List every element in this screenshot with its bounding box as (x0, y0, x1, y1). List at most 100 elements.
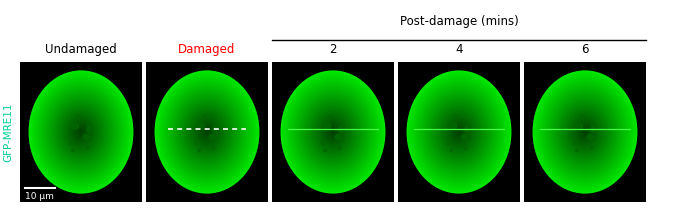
Ellipse shape (317, 114, 349, 151)
Ellipse shape (155, 70, 260, 194)
Ellipse shape (209, 134, 216, 140)
Ellipse shape (573, 141, 579, 146)
Ellipse shape (547, 87, 624, 177)
Ellipse shape (303, 97, 363, 167)
Ellipse shape (559, 101, 611, 163)
Ellipse shape (34, 77, 128, 188)
Ellipse shape (573, 118, 597, 146)
Ellipse shape (170, 89, 244, 175)
Ellipse shape (578, 124, 592, 140)
Ellipse shape (76, 126, 86, 138)
Ellipse shape (197, 149, 201, 152)
Ellipse shape (545, 85, 625, 179)
Ellipse shape (412, 77, 506, 188)
Ellipse shape (281, 70, 386, 194)
Ellipse shape (286, 77, 380, 188)
Ellipse shape (156, 72, 258, 192)
Ellipse shape (564, 107, 606, 157)
Ellipse shape (435, 103, 484, 161)
Ellipse shape (198, 122, 216, 142)
Ellipse shape (71, 149, 75, 152)
Ellipse shape (580, 114, 585, 119)
Ellipse shape (196, 122, 205, 130)
Text: Damaged: Damaged (178, 43, 236, 56)
Ellipse shape (69, 141, 75, 146)
Ellipse shape (165, 83, 249, 181)
Ellipse shape (177, 97, 237, 167)
Ellipse shape (291, 83, 375, 181)
Ellipse shape (452, 124, 466, 140)
Ellipse shape (407, 70, 512, 194)
Ellipse shape (443, 114, 475, 151)
Ellipse shape (426, 93, 492, 171)
Ellipse shape (590, 125, 596, 133)
Ellipse shape (431, 99, 487, 165)
Ellipse shape (51, 97, 111, 167)
Ellipse shape (448, 122, 457, 130)
Ellipse shape (167, 85, 247, 179)
Ellipse shape (50, 95, 113, 169)
Ellipse shape (169, 87, 246, 177)
Ellipse shape (58, 105, 104, 159)
Ellipse shape (417, 83, 501, 181)
Ellipse shape (202, 114, 207, 119)
Ellipse shape (195, 118, 219, 146)
Ellipse shape (176, 95, 239, 169)
Ellipse shape (211, 144, 216, 151)
Ellipse shape (533, 70, 638, 194)
Ellipse shape (298, 91, 368, 173)
Text: 2: 2 (329, 43, 337, 56)
Ellipse shape (464, 125, 470, 133)
Ellipse shape (541, 81, 629, 183)
Ellipse shape (79, 130, 83, 134)
Ellipse shape (29, 70, 134, 194)
Ellipse shape (568, 112, 603, 152)
Ellipse shape (576, 122, 594, 142)
Ellipse shape (312, 107, 354, 157)
Ellipse shape (181, 101, 233, 163)
Ellipse shape (76, 114, 81, 119)
Ellipse shape (183, 103, 232, 161)
Ellipse shape (53, 99, 109, 165)
Ellipse shape (580, 126, 590, 138)
Ellipse shape (548, 89, 622, 175)
Ellipse shape (321, 118, 345, 146)
Ellipse shape (36, 79, 127, 185)
Ellipse shape (32, 75, 130, 189)
Ellipse shape (293, 85, 373, 179)
Ellipse shape (295, 87, 372, 177)
Ellipse shape (62, 109, 100, 155)
Text: GFP-MRE11: GFP-MRE11 (3, 102, 13, 162)
Ellipse shape (71, 120, 92, 144)
Ellipse shape (204, 128, 211, 136)
Text: 4: 4 (455, 43, 463, 56)
Ellipse shape (316, 112, 351, 152)
Ellipse shape (300, 93, 366, 171)
Ellipse shape (72, 122, 90, 142)
Ellipse shape (540, 79, 631, 185)
Ellipse shape (202, 126, 212, 138)
Ellipse shape (65, 114, 97, 151)
Ellipse shape (190, 112, 225, 152)
Ellipse shape (186, 107, 228, 157)
Ellipse shape (449, 120, 470, 144)
Ellipse shape (174, 93, 240, 171)
Ellipse shape (440, 109, 478, 155)
Ellipse shape (410, 75, 508, 189)
Ellipse shape (583, 130, 587, 134)
Ellipse shape (536, 75, 634, 189)
Ellipse shape (200, 124, 214, 140)
Ellipse shape (550, 91, 620, 173)
Ellipse shape (309, 103, 358, 161)
Ellipse shape (296, 89, 370, 175)
Ellipse shape (162, 79, 253, 185)
Ellipse shape (37, 81, 125, 183)
Ellipse shape (582, 128, 589, 136)
Ellipse shape (197, 120, 218, 144)
Bar (146, 62, 268, 202)
Text: Post-damage (mins): Post-damage (mins) (400, 15, 519, 28)
Ellipse shape (188, 109, 226, 155)
Ellipse shape (337, 144, 342, 151)
Ellipse shape (284, 75, 382, 189)
Ellipse shape (302, 95, 365, 169)
